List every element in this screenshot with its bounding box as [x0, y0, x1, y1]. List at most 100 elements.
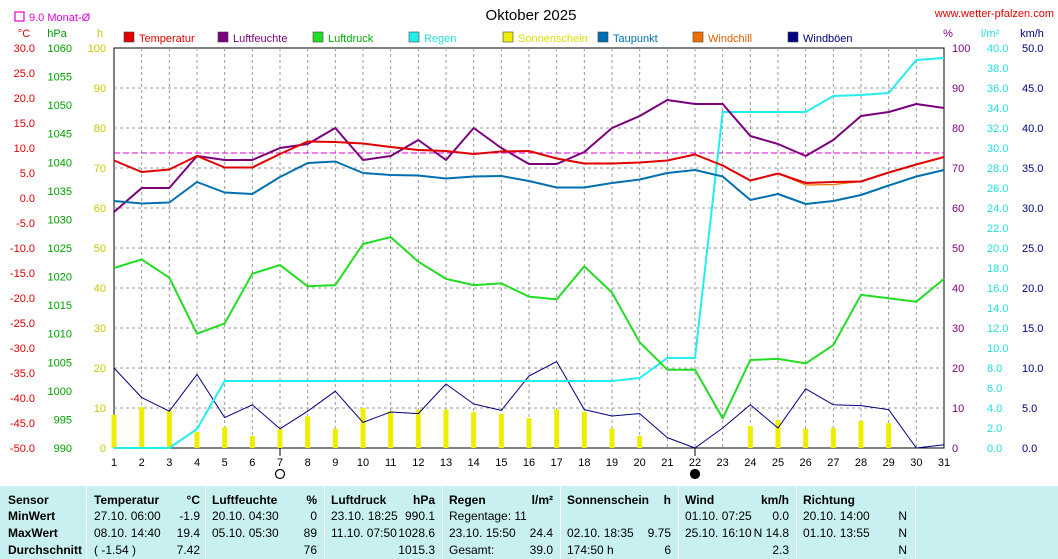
- wind-avg-value: 2.3: [772, 543, 789, 557]
- y-tick-label-pressure: 1035: [48, 186, 72, 198]
- sonne-avg-value: 6: [664, 543, 671, 557]
- sunshine-bar: [139, 407, 145, 448]
- y-tick-label-temp: -20.0: [10, 293, 35, 305]
- x-tick-label: 25: [772, 457, 784, 469]
- y-tick-label-humidity: 10: [952, 403, 964, 415]
- sunshine-bar: [581, 412, 587, 448]
- y-tick-label-sun: 0: [100, 443, 106, 455]
- x-tick-label: 10: [357, 457, 369, 469]
- sunshine-bar: [609, 428, 615, 448]
- stats-temperatur: Temperatur °C 27.10. 06:00 -1.9 08.10. 14:…: [94, 492, 200, 559]
- y-tick-label-rain: 30.0: [987, 143, 1008, 155]
- sunshine-bar: [747, 426, 753, 448]
- y-tick-label-rain: 26.0: [987, 183, 1008, 195]
- series-line-taupunkt: [113, 160, 945, 205]
- luftdruck-max-value: 1028.6: [398, 526, 435, 540]
- x-tick-label: 14: [468, 457, 480, 469]
- wind-unit: km/h: [760, 493, 789, 507]
- y-tick-label-sun: 70: [94, 163, 106, 175]
- y-tick-label-wind: 20.0: [1022, 283, 1043, 295]
- stats-luftdruck: Luftdruck hPa 23.10. 18:25 990.1 11.10. 07…: [331, 492, 435, 559]
- y-tick-label-rain: 22.0: [987, 223, 1008, 235]
- sunshine-bar: [858, 420, 864, 448]
- y-tick-label-pressure: 1015: [48, 300, 72, 312]
- legend-label: Windböen: [803, 33, 853, 45]
- luftdruck-avg-value: 1015.3: [398, 543, 435, 557]
- series-line-windboeen: [113, 361, 945, 449]
- y-tick-label-sun: 80: [94, 123, 106, 135]
- y-tick-label-rain: 14.0: [987, 303, 1008, 315]
- x-tick-label: 17: [551, 457, 563, 469]
- y-tick-label-temp: 0.0: [20, 193, 35, 205]
- y-tick-label-temp: -25.0: [10, 318, 35, 330]
- sunshine-bar: [277, 429, 283, 448]
- wind-max-time: 25.10. 16:10: [685, 526, 752, 540]
- sunshine-bar: [332, 428, 338, 448]
- y-tick-label-humidity: 100: [952, 43, 970, 55]
- y-tick-label-humidity: 80: [952, 123, 964, 135]
- luftdruck-unit: hPa: [412, 493, 435, 507]
- legend-swatch: [787, 31, 799, 43]
- y-tick-label-rain: 34.0: [987, 103, 1008, 115]
- label-maxwert: MaxWert: [8, 526, 58, 540]
- sonne-max-time: 02.10. 18:35: [567, 526, 634, 540]
- sunshine-bar: [443, 409, 449, 448]
- legend-swatch: [312, 31, 324, 43]
- y-tick-label-sun: 20: [94, 363, 106, 375]
- y-tick-label-pressure: 1060: [48, 43, 72, 55]
- x-tick-label: 5: [222, 457, 228, 469]
- y-tick-label-wind: 10.0: [1022, 363, 1043, 375]
- y-tick-label-wind: 0.0: [1022, 443, 1037, 455]
- stats-regen: Regen l/m² Regentage: 11 23.10. 15:50 24.4…: [449, 492, 553, 559]
- y-tick-label-temp: -15.0: [10, 268, 35, 280]
- y-tick-label-temp: 5.0: [20, 168, 35, 180]
- richtung-avg-value: N: [898, 543, 907, 557]
- y-tick-label-pressure: 1055: [48, 72, 72, 84]
- x-tick-label: 13: [440, 457, 452, 469]
- luftfeuchte-unit: %: [306, 493, 317, 507]
- x-tick-label: 26: [800, 457, 812, 469]
- luftfeuchte-max-value: 89: [303, 526, 317, 540]
- y-tick-label-humidity: 40: [952, 283, 964, 295]
- legend-label: Regen: [424, 33, 456, 45]
- y-tick-label-pressure: 1010: [48, 329, 72, 341]
- website-label[interactable]: www.wetter-pfalzen.com: [934, 8, 1054, 20]
- stats-richtung: Richtung 20.10. 14:00 N 01.10. 13:55 N N: [803, 492, 907, 559]
- y-tick-label-rain: 28.0: [987, 163, 1008, 175]
- wind-max-value: N 14.8: [753, 526, 789, 540]
- y-tick-label-wind: 35.0: [1022, 163, 1043, 175]
- sonne-total: 174:50 h: [567, 543, 614, 557]
- sonne-unit: h: [663, 493, 671, 507]
- luftfeuchte-max-time: 05.10. 05:30: [212, 526, 279, 540]
- temperatur-min-time: 27.10. 06:00: [94, 509, 161, 523]
- sunshine-bar: [830, 428, 836, 448]
- x-tick-label: 24: [744, 457, 756, 469]
- luftfeuchte-avg-value: 76: [303, 543, 317, 557]
- y-tick-label-wind: 45.0: [1022, 83, 1043, 95]
- richtung-max-value: N: [898, 526, 907, 540]
- stats-luftfeuchte: Luftfeuchte% 20.10. 04:30 0 05.10. 05:30 8…: [212, 492, 317, 559]
- monat-avg-legend-label: 9.0 Monat-Ø: [29, 12, 91, 24]
- x-tick-label: 31: [938, 457, 950, 469]
- x-tick-label: 4: [194, 457, 200, 469]
- x-tick-label: 6: [249, 457, 255, 469]
- x-tick-label: 28: [855, 457, 867, 469]
- y-tick-label-wind: 30.0: [1022, 203, 1043, 215]
- legend-label: Luftdruck: [328, 33, 374, 45]
- stats-sonnenschein: Sonnenschein h 02.10. 18:35 9.75 174:50 h 6: [567, 492, 671, 559]
- y-tick-label-temp: -5.0: [16, 218, 35, 230]
- sunshine-bar: [886, 423, 892, 448]
- y-tick-label-rain: 16.0: [987, 283, 1008, 295]
- y-tick-label-pressure: 1025: [48, 243, 72, 255]
- axis-label-wind: km/h: [1020, 28, 1044, 40]
- y-tick-label-sun: 50: [94, 243, 106, 255]
- y-tick-label-humidity: 60: [952, 203, 964, 215]
- series-line-luftdruck: [113, 236, 945, 420]
- luftdruck-min-time: 23.10. 18:25: [331, 509, 398, 523]
- sunshine-bar: [637, 436, 643, 448]
- sunshine-bar: [249, 436, 255, 448]
- y-tick-label-rain: 24.0: [987, 203, 1008, 215]
- regen-unit: l/m²: [531, 493, 553, 507]
- regen-gesamt-label: Gesamt:: [449, 543, 495, 557]
- y-tick-label-temp: 10.0: [14, 143, 35, 155]
